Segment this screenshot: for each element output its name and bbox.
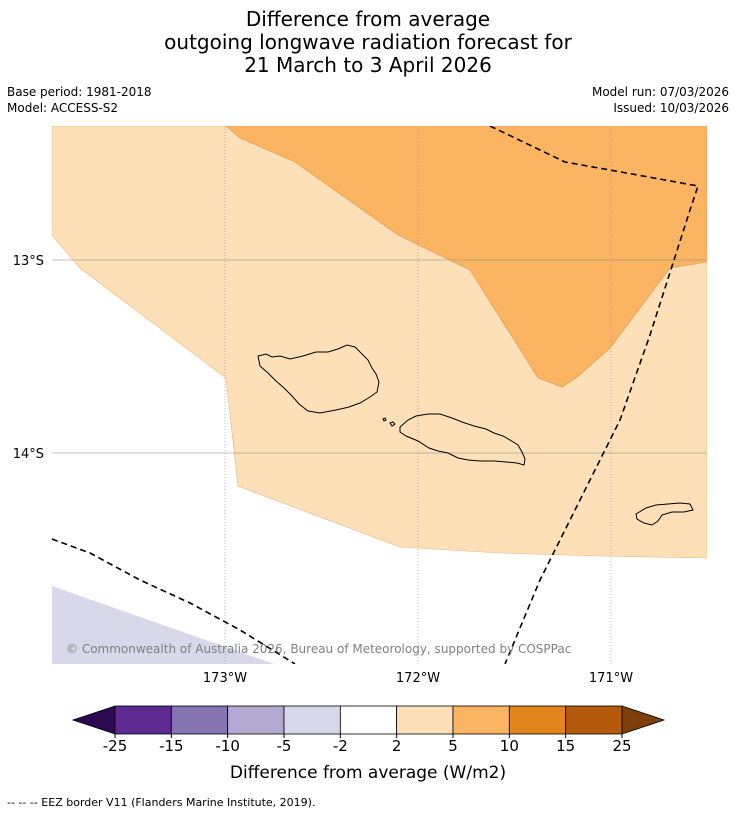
colorbar-tick-label: -15	[159, 737, 184, 755]
issued-date: Issued: 10/03/2026	[613, 101, 729, 115]
colorbar-tick-label: 5	[448, 737, 458, 755]
title-line-3: 21 March to 3 April 2026	[244, 53, 492, 77]
colorbar-tick-label: 2	[392, 737, 402, 755]
colorbar-tick-label: 15	[556, 737, 575, 755]
title-line-1: Difference from average	[245, 7, 491, 31]
base-period: Base period: 1981-2018	[7, 85, 152, 99]
colorbar-tick-label: -10	[215, 737, 240, 755]
island-apolima	[382, 417, 387, 422]
colorbar-tick-label: 25	[612, 737, 631, 755]
lon-label-173w: 173°W	[203, 671, 247, 686]
island-tutuila	[635, 502, 694, 526]
graticule	[52, 126, 707, 664]
model-name: Model: ACCESS-S2	[7, 101, 119, 115]
colorbar-segment	[508, 705, 567, 735]
colorbar-extend-low	[71, 705, 116, 735]
title-line-2: outgoing longwave radiation forecast for	[164, 30, 572, 54]
colorbar-segment	[283, 705, 341, 735]
colorbar-tick-label: -25	[103, 737, 128, 755]
lon-label-171w: 171°W	[589, 671, 633, 686]
chart-title: Difference from average outgoing longwav…	[0, 8, 736, 77]
colorbar-segment	[170, 705, 229, 735]
colorbar-segment	[227, 705, 285, 735]
colorbar-extend-high	[621, 705, 666, 735]
eez-border-southwest	[52, 538, 296, 664]
colorbar-segment	[396, 705, 454, 735]
copyright-text: © Commonwealth of Australia 2026, Bureau…	[66, 642, 571, 656]
island-manono	[389, 421, 396, 427]
lat-label-13s: 13°S	[13, 254, 44, 269]
island-savaii	[257, 344, 380, 414]
colorbar-segment	[339, 705, 398, 735]
map-panel: © Commonwealth of Australia 2026, Bureau…	[52, 126, 707, 664]
colorbar: -25 -15 -10 -5 -2 2 5 10 15 25	[71, 705, 666, 755]
colorbar-label: Difference from average (W/m2)	[230, 763, 506, 783]
colorbar-segment	[114, 705, 172, 735]
island-upolu	[399, 413, 526, 466]
colorbar-tick-label: 10	[500, 737, 519, 755]
model-run: Model run: 07/03/2026	[591, 85, 729, 99]
colorbar-segment	[452, 705, 510, 735]
eez-legend-note: -- -- -- EEZ border V11 (Flanders Marine…	[7, 796, 316, 809]
colorbar-tick-label: -5	[277, 737, 292, 755]
meta-right: Model run: 07/03/2026 Issued: 10/03/2026	[592, 84, 729, 116]
colorbar-segment	[565, 705, 623, 735]
lon-label-172w: 172°W	[396, 671, 440, 686]
colorbar-tick-label: -2	[333, 737, 348, 755]
meta-left: Base period: 1981-2018 Model: ACCESS-S2	[7, 84, 152, 116]
islands	[257, 344, 694, 526]
anomaly-region-5-to-10	[225, 126, 707, 388]
anomaly-region-minus5-to-minus2	[52, 586, 274, 664]
eez-borders	[52, 126, 700, 664]
lat-label-14s: 14°S	[13, 447, 44, 462]
